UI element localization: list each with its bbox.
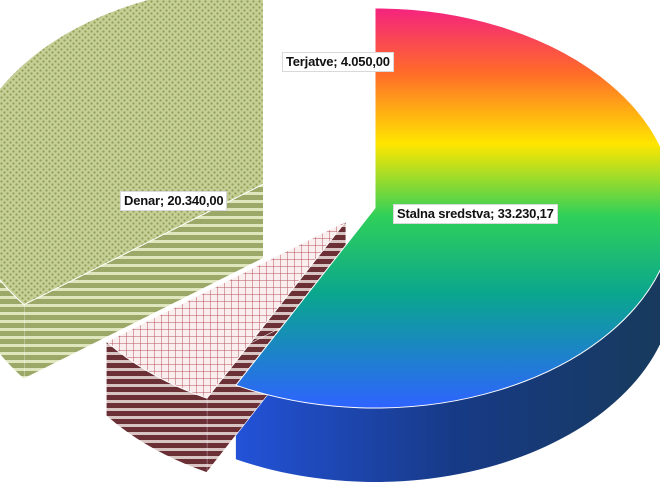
pie-slice-stalna-sredstva-wall-0: [235, 270, 660, 482]
data-label-denar: Denar; 20.340,00: [120, 191, 228, 211]
data-label-stalna-sredstva: Stalna sredstva; 33.230,17: [393, 204, 558, 224]
pie-slice-denar-wall-0: [0, 279, 24, 379]
pie-slice-terjatve-wall-0: [106, 341, 207, 473]
data-label-terjatve: Terjatve; 4.050,00: [282, 52, 394, 72]
pie-slice-denar: [0, 0, 264, 306]
pie-slice-terjatve: [105, 220, 347, 399]
